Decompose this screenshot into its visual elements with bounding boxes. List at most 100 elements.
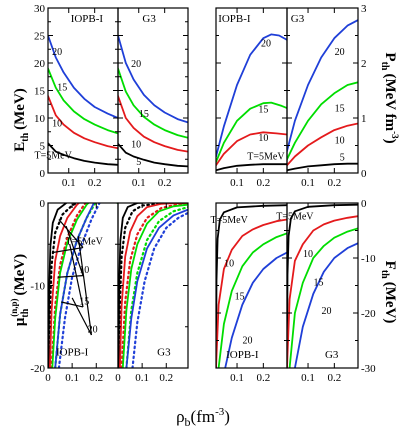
f-th-ylabel: Fth(MeV) [379,261,398,324]
series-line-E_th-0-3 [48,34,118,119]
y-tick-label-0: -30 [361,363,376,375]
annotation-mu_th-1-0: G3 [157,347,171,359]
e-th-ylabel: Eth(MeV) [12,88,31,152]
series-line-E_th-1-0 [118,142,188,168]
annotation-mu_th-0-0: T=5MeV [66,236,104,247]
y-tick-label-0: -20 [30,363,45,375]
series-line-mu_th-1-0 [118,203,188,368]
series-group [118,34,188,168]
pointer-line-4 [69,244,84,308]
y-tick-label-0: 0 [40,168,46,180]
series-line-P_th-0-3 [216,33,287,158]
series-group [287,19,358,172]
series-group [216,33,287,172]
annotation-E_th-1-2: 15 [139,109,149,120]
series-line-mu_th-0-7 [57,203,101,368]
series-line-F_th-0-3 [224,251,287,368]
series-line-E_th-0-0 [48,142,118,166]
series-group [118,203,188,368]
annotation-E_th-0-1: 20 [52,47,62,58]
annotation-P_th-1-0: G3 [291,13,305,25]
annotation-P_th-1-1: 20 [335,47,345,58]
y-tick-label-4: 20 [34,58,46,70]
annotation-F_th-0-4: IOPB-I [226,349,259,361]
panel-E_th-1: 0.1 0.2 G3 20 15 10 5 [117,7,189,189]
series-group [48,34,118,166]
pointer-line-7 [71,297,92,336]
series-line-E_th-1-3 [118,34,188,124]
series-line-P_th-1-2 [287,81,358,161]
series-line-mu_th-1-7 [131,211,188,368]
y-tick-label-2: 0 [40,198,46,210]
series-line-F_th-0-1 [216,218,287,368]
series-line-P_th-1-0 [287,162,358,172]
y-tick-label-2: 10 [34,113,46,125]
y-tick-label-5: 25 [34,31,46,43]
series-line-P_th-0-0 [216,163,287,172]
x-tick-label-1: 0.1 [65,372,79,384]
panel-F_th-0: 0.1 0.2 T=5MeV 10 15 20 IOPB-I [210,202,288,384]
x-tick-label-1: 0.2 [158,177,172,189]
panel-mu_th-1: 0 0.1 0.2 G3 [115,202,189,384]
series-line-P_th-1-1 [287,122,358,167]
annotation-F_th-0-0: T=5MeV [210,215,248,226]
pointer-line-3 [57,275,84,278]
x-tick-label-0: 0.1 [230,372,244,384]
panel-frame [117,7,189,174]
y-tick-label-3: 15 [34,86,46,98]
y-tick-label-3: 0 [361,198,367,210]
annotation-E_th-1-3: 10 [131,140,141,151]
y-tick-label-1: -10 [30,281,45,293]
annotation-P_th-1-4: 5 [340,152,345,163]
annotation-mu_th-0-3: 20 [88,325,98,336]
annotation-F_th-0-1: 10 [224,258,234,269]
x-tick-label-1: 0.2 [256,177,270,189]
x-tick-label-0: 0.1 [132,177,146,189]
x-tick-label-0: 0 [115,372,121,384]
series-line-mu_th-0-6 [54,203,95,368]
series-line-F_th-0-2 [217,232,287,368]
panel-P_th-1: 0.1 0.2 0 1 2 3 G3 20 15 10 5 [286,3,367,189]
annotation-F_th-1-0: T=5MeV [276,212,314,223]
series-line-F_th-1-1 [287,215,358,368]
series-line-mu_th-0-4 [51,203,118,368]
y-tick-label-2: 2 [361,58,367,70]
series-line-mu_th-1-5 [125,206,188,368]
x-tick-label-0: 0.1 [230,177,244,189]
annotation-P_th-0-4: T=5MeV [247,151,285,162]
panel-frame [215,7,288,174]
y-tick-label-6: 30 [34,3,46,15]
series-line-mu_th-0-1 [48,203,79,368]
series-line-F_th-0-0 [216,204,287,368]
annotation-E_th-0-3: 10 [52,118,62,129]
x-tick-label-2: 0.2 [89,372,103,384]
x-tick-label-2: 0.2 [159,372,173,384]
panel-E_th-0: 0.1 0.2 0 5 10 15 20 25 30 IOPB-I 20 15 10 T=5MeV [34,3,119,189]
x-tick-label-1: 0.2 [88,177,102,189]
series-line-F_th-1-3 [293,242,358,368]
annotation-P_th-0-2: 15 [258,105,268,116]
series-line-E_th-0-2 [48,67,118,135]
p-th-ylabel: Pth(MeV fm-3) [379,52,400,143]
series-line-P_th-0-2 [216,101,287,163]
mu-th-ylabel: μth(n,p)(MeV) [9,254,31,326]
x-tick-label-1: 0.1 [135,372,149,384]
chart-mu_th: 0 0.1 0.2 -20 -10 0 T=5MeV 10 15 20 IOPB-I 0 0.1 0.2 G… [30,198,189,384]
annotation-mu_th-0-4: IOPB-I [56,347,89,359]
series-line-P_th-0-1 [216,131,287,167]
series-line-mu_th-1-6 [125,208,188,368]
annotation-P_th-0-3: 10 [258,133,268,144]
annotation-E_th-1-4: 5 [136,157,141,168]
annotation-P_th-0-0: IOPB-I [218,13,251,25]
series-group [48,203,118,368]
x-axis-label: ρb(fm-3) [176,406,230,429]
series-line-P_th-1-3 [287,19,358,152]
axis-labels: Eth(MeV) Pth(MeV fm-3) μth(n,p)(MeV) Fth… [9,52,400,429]
y-tick-label-2: -10 [361,253,376,265]
annotation-P_th-1-3: 10 [335,135,345,146]
annotation-F_th-1-1: 10 [303,249,313,260]
series-line-E_th-1-1 [118,95,188,153]
series-line-mu_th-1-3 [120,203,188,368]
